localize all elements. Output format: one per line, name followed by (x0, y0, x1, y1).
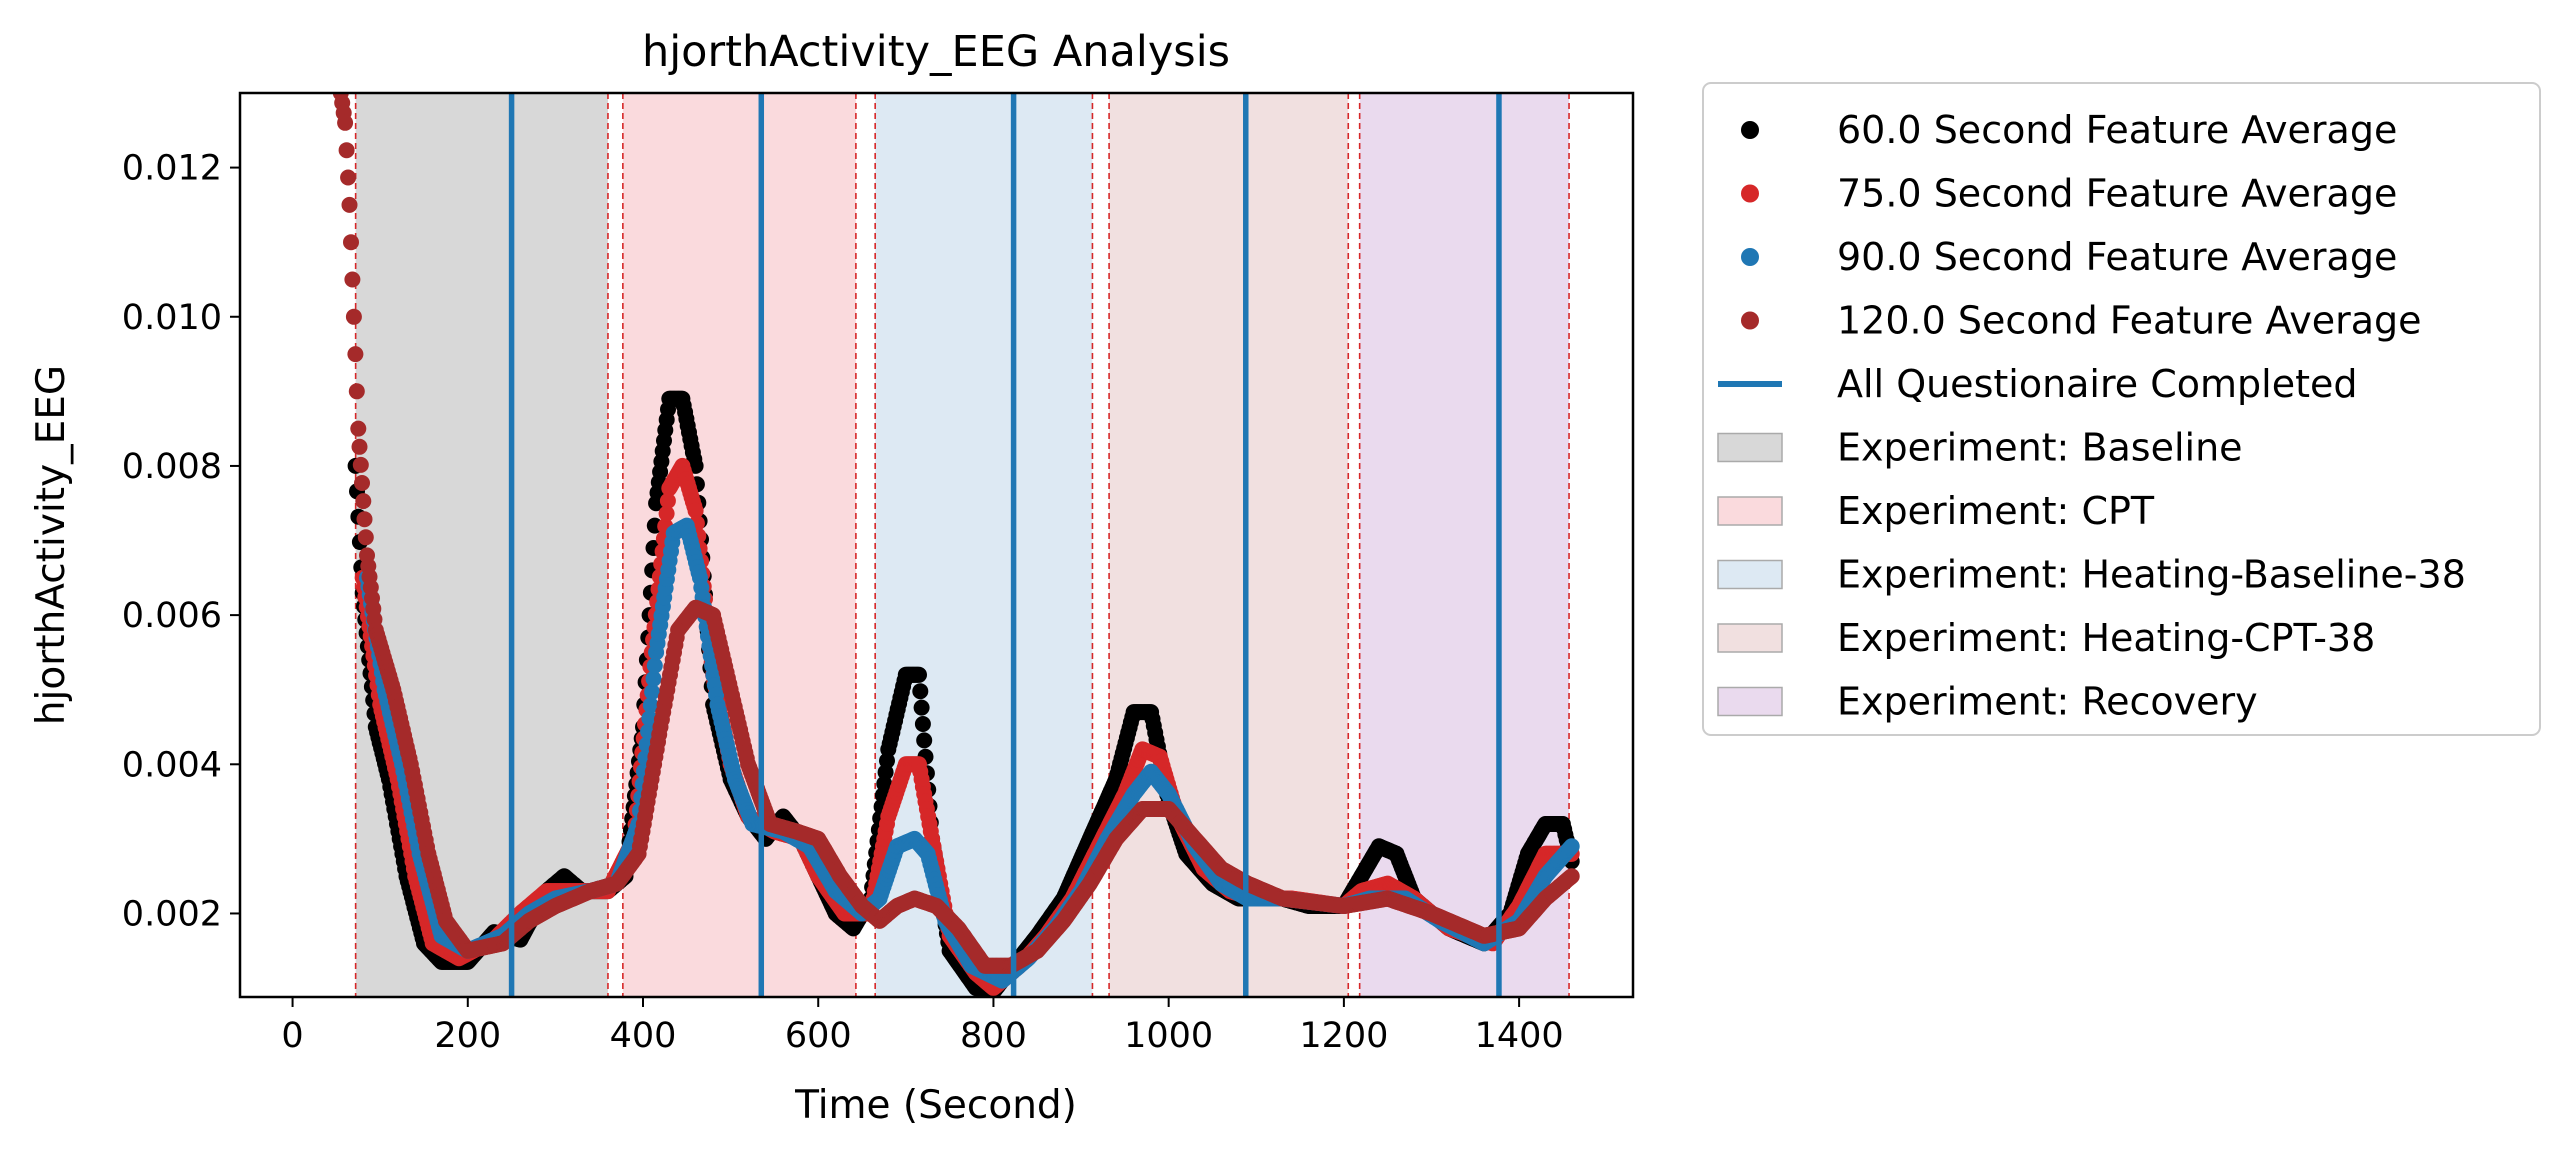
legend-item-2[interactable]: 90.0 Second Feature Average (1741, 235, 2397, 279)
series-2-point (645, 670, 662, 687)
legend-label: 90.0 Second Feature Average (1837, 235, 2397, 279)
legend-marker-patch (1717, 559, 1783, 590)
series-0-point (914, 716, 931, 732)
legend-label: All Questionaire Completed (1837, 362, 2358, 406)
legend-item-8[interactable]: Experiment: Heating-CPT-38 (1717, 616, 2375, 660)
series-0-point (911, 666, 927, 683)
series-1-point (687, 502, 704, 519)
series-3-point (341, 196, 358, 213)
x-axis: 0 200 400 600 800 1000 1200 1400 (281, 997, 1564, 1056)
legend-marker-patch (1717, 432, 1783, 463)
legend-label: 60.0 Second Feature Average (1837, 108, 2397, 152)
y-tick-label-2: 0.006 (122, 596, 222, 636)
legend-label: Experiment: Heating-CPT-38 (1837, 616, 2375, 660)
series-3-point (356, 511, 373, 528)
plot-frame (238, 91, 1635, 999)
series-2-point (646, 657, 663, 674)
legend-label: Experiment: Heating-Baseline-38 (1837, 553, 2466, 597)
legend-label: Experiment: Baseline (1837, 426, 2243, 470)
x-tick-label-4: 800 (960, 1016, 1027, 1056)
phase-region-0 (355, 93, 608, 997)
y-tick-label-0: 0.002 (122, 894, 222, 934)
legend-label: Experiment: CPT (1837, 489, 2155, 533)
series-3-point (351, 438, 368, 455)
series-3-point (337, 114, 354, 131)
series-3-point (352, 456, 369, 473)
legend-marker-dot (1741, 248, 1759, 266)
legend-label: 120.0 Second Feature Average (1837, 299, 2422, 343)
series-2-point (641, 710, 658, 727)
legend-label: 75.0 Second Feature Average (1837, 172, 2397, 216)
series-3-point (1563, 868, 1580, 885)
y-axis-label: hjorthActivity_EEG (29, 365, 74, 725)
x-tick-label-5: 1000 (1124, 1016, 1213, 1056)
series-3-point (348, 383, 365, 400)
legend-label: Experiment: Recovery (1837, 680, 2258, 724)
series-3-point (347, 346, 364, 363)
x-tick-label-2: 400 (610, 1016, 677, 1056)
x-tick-label-7: 1400 (1475, 1016, 1564, 1056)
chart-title: hjorthActivity_EEG Analysis (642, 27, 1230, 77)
legend-marker-dot (1741, 184, 1759, 203)
phase-region-3 (1109, 93, 1349, 997)
legend-marker-patch (1717, 496, 1783, 526)
legend-item-3[interactable]: 120.0 Second Feature Average (1741, 299, 2422, 343)
series-0-point (912, 683, 929, 700)
series-1-point (658, 505, 675, 522)
legend-item-5[interactable]: Experiment: Baseline (1717, 426, 2243, 470)
series-3-point (344, 271, 361, 288)
legend-item-6[interactable]: Experiment: CPT (1717, 489, 2155, 533)
series-3-point (357, 529, 374, 546)
x-tick-label-6: 1200 (1299, 1016, 1388, 1056)
series-2-point (644, 684, 661, 700)
x-axis-label: Time (Second) (794, 1083, 1077, 1128)
y-tick-label-1: 0.004 (122, 745, 222, 785)
y-tick-label-3: 0.008 (122, 447, 222, 487)
legend-marker-dot (1741, 311, 1759, 330)
x-tick-label-3: 600 (785, 1016, 852, 1056)
y-tick-label-4: 0.010 (122, 298, 222, 338)
series-3-point (345, 308, 362, 325)
phase-region-2 (875, 93, 1093, 997)
y-tick-label-5: 0.012 (122, 149, 222, 189)
legend-item-4[interactable]: All Questionaire Completed (1718, 362, 2358, 406)
plot-area (332, 93, 1580, 997)
series-3-point (338, 142, 355, 159)
series-0-point (916, 732, 933, 749)
legend-item-9[interactable]: Experiment: Recovery (1717, 680, 2258, 724)
legend-marker-patch (1717, 686, 1783, 717)
series-3-point (354, 475, 370, 491)
legend-item-1[interactable]: 75.0 Second Feature Average (1741, 172, 2397, 216)
legend-frame (1702, 82, 2541, 736)
legend-marker-patch (1717, 623, 1783, 653)
legend[interactable]: 60.0 Second Feature Average 75.0 Second F… (1702, 82, 2541, 736)
series-3-point (340, 169, 357, 186)
series-3-point (355, 493, 372, 510)
series-2-point (1563, 838, 1580, 855)
series-1-point (659, 492, 676, 509)
y-axis: 0.002 0.004 0.006 0.008 0.010 0.012 (122, 149, 240, 934)
series-0-point (913, 699, 930, 716)
series-2-point (642, 697, 659, 714)
legend-marker-dot (1741, 121, 1759, 139)
legend-item-0[interactable]: 60.0 Second Feature Average (1741, 108, 2397, 152)
series-3-point (350, 420, 367, 437)
x-tick-label-1: 200 (434, 1016, 501, 1056)
legend-item-7[interactable]: Experiment: Heating-Baseline-38 (1717, 553, 2466, 597)
series-3-point (343, 234, 359, 251)
x-tick-label-0: 0 (281, 1016, 303, 1056)
